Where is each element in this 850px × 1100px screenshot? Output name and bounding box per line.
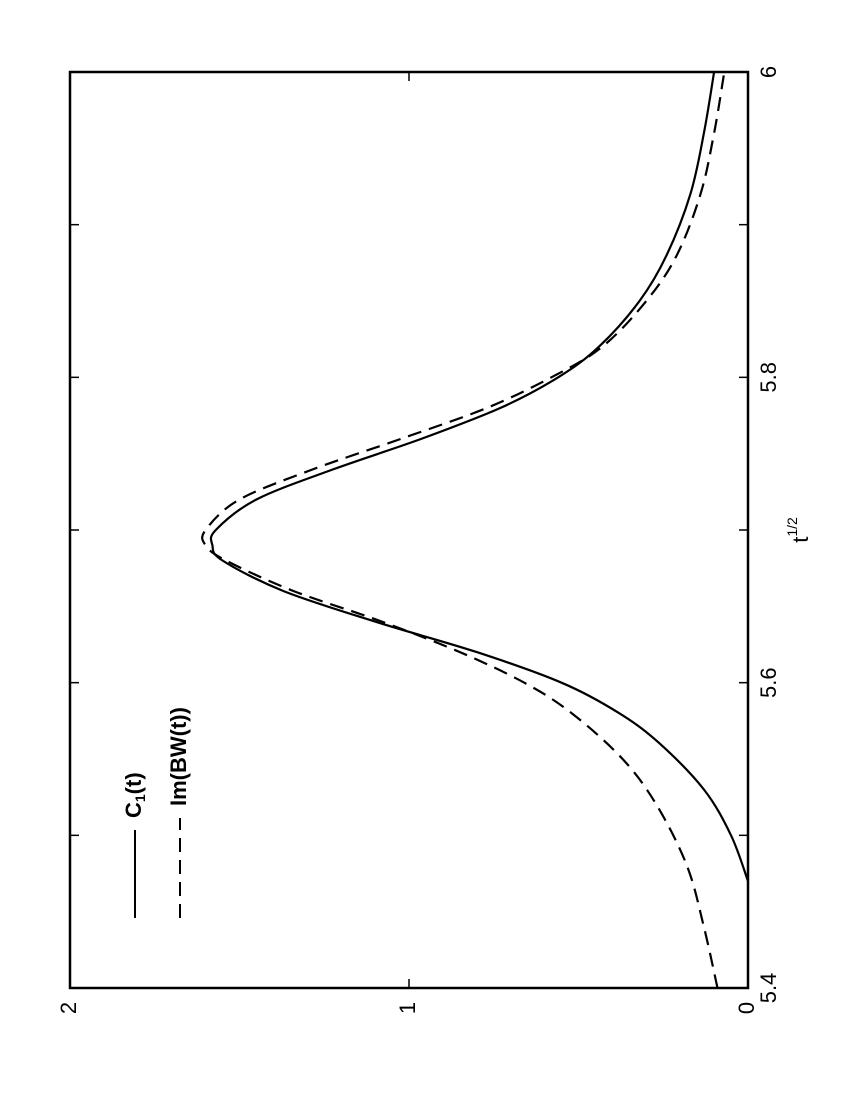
svg-text:0: 0 — [734, 1002, 759, 1014]
x-tick-label: 5.8 — [756, 362, 781, 393]
svg-text:6: 6 — [756, 66, 781, 78]
svg-text:t1/2: t1/2 — [784, 517, 813, 543]
y-tick-label: 0 — [734, 1002, 759, 1014]
tick-labels: 5.4 5.6 5.8 6 0 1 2 — [56, 66, 781, 1014]
legend-entry-c1: C1(t) — [121, 772, 148, 818]
x-tick-label: 6 — [756, 66, 781, 78]
series-line-bw — [201, 71, 726, 989]
plot-area — [68, 70, 750, 990]
x-axis-label: t1/2 — [784, 517, 813, 543]
x-tick-label: 5.4 — [756, 973, 781, 1004]
x-axis-label-superscript: 1/2 — [784, 517, 800, 537]
y-tick-label: 2 — [56, 1002, 81, 1014]
svg-text:Im(BW(t)): Im(BW(t)) — [166, 707, 191, 806]
legend-label-c1-sub: 1 — [132, 794, 148, 802]
series-line-c1 — [209, 71, 750, 882]
legend-entry-bw: Im(BW(t)) — [166, 707, 191, 806]
series-layer — [201, 71, 750, 989]
legend-label-c1-main: C — [121, 802, 146, 818]
plot-frame — [68, 70, 750, 990]
y-tick-label: 1 — [395, 1002, 420, 1014]
x-axis-label-main: t — [788, 537, 813, 543]
legend: C1(t) Im(BW(t)) — [121, 707, 191, 918]
x-tick-label: 5.6 — [756, 667, 781, 698]
ticks — [69, 71, 749, 989]
svg-text:2: 2 — [56, 1002, 81, 1014]
svg-text:5.4: 5.4 — [756, 973, 781, 1004]
legend-label-c1-rest: (t) — [121, 772, 146, 794]
svg-text:5.6: 5.6 — [756, 667, 781, 698]
svg-text:1: 1 — [395, 1002, 420, 1014]
legend-label-bw: Im(BW(t)) — [166, 707, 191, 806]
svg-text:5.8: 5.8 — [756, 362, 781, 393]
svg-text:C1(t): C1(t) — [121, 772, 148, 818]
